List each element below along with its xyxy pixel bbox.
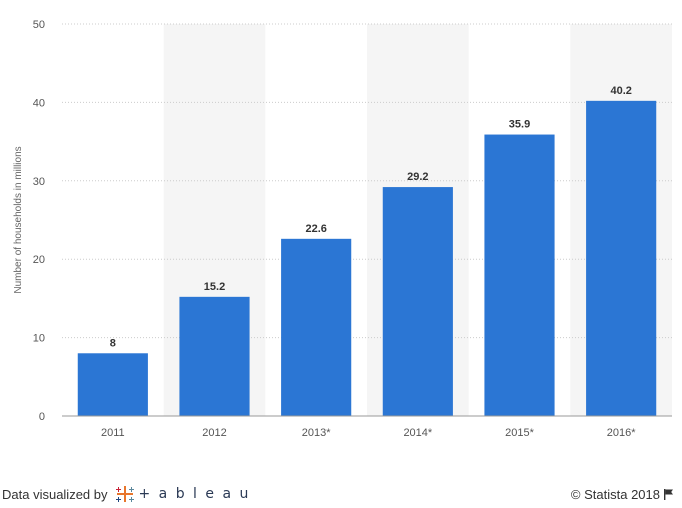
x-axis-ticks: 2011 2012 2013* 2014* 2015* 2016* <box>101 427 636 439</box>
x-tick-label: 2011 <box>101 427 125 439</box>
copyright-text[interactable]: © Statista 2018 <box>570 486 660 502</box>
y-axis-label: Number of households in millions <box>13 146 24 293</box>
value-labels: 8 15.2 22.6 29.2 35.9 40.2 <box>110 85 632 349</box>
data-label: 22.6 <box>305 223 326 235</box>
data-label: 29.2 <box>407 171 428 183</box>
bar[interactable] <box>179 296 250 416</box>
tableau-logo[interactable]: + a b l e a u <box>114 483 251 505</box>
x-tick-label: 2015* <box>505 427 534 439</box>
y-axis-ticks: 0 10 20 30 40 50 <box>33 19 45 423</box>
x-tick-label: 2013* <box>302 427 331 439</box>
data-label: 35.9 <box>509 119 530 131</box>
bar[interactable] <box>77 353 148 416</box>
bar[interactable] <box>281 238 352 416</box>
y-tick-label: 20 <box>33 254 45 266</box>
bars <box>77 100 657 416</box>
x-tick-label: 2012 <box>202 427 226 439</box>
y-tick-label: 30 <box>33 176 45 188</box>
bar[interactable] <box>382 187 453 416</box>
footer-attribution: Data visualized by + a b l e a u <box>2 484 250 504</box>
y-tick-label: 10 <box>33 333 45 345</box>
data-label: 40.2 <box>610 85 631 97</box>
visualized-by-text: Data visualized by <box>2 486 108 502</box>
bar[interactable] <box>586 100 657 416</box>
bar[interactable] <box>484 134 555 416</box>
data-label: 8 <box>110 337 116 349</box>
x-tick-label: 2016* <box>607 427 636 439</box>
tableau-wordmark: + a b l e a u <box>138 486 251 502</box>
y-tick-label: 50 <box>33 19 45 31</box>
flag-icon[interactable] <box>664 488 674 500</box>
y-tick-label: 0 <box>39 411 45 423</box>
footer-copyright: © Statista 2018 <box>571 484 674 504</box>
y-tick-label: 40 <box>33 97 45 109</box>
tableau-cross-icon <box>115 486 134 502</box>
data-label: 15.2 <box>204 281 225 293</box>
x-tick-label: 2014* <box>403 427 432 439</box>
